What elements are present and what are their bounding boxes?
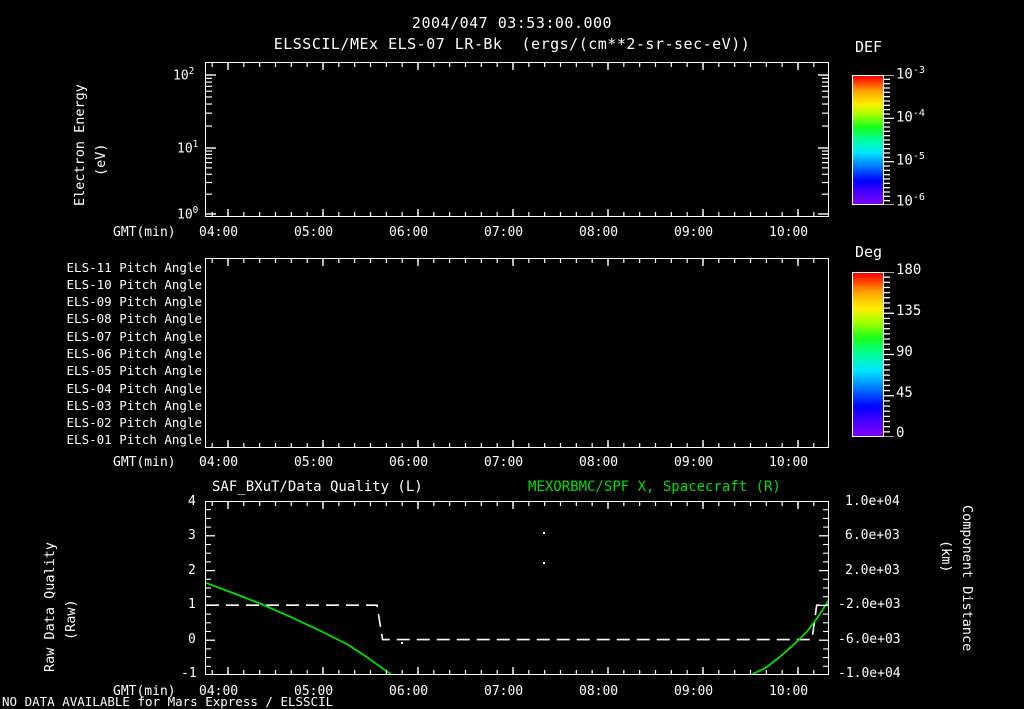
colorbar-deg-tick-0: 0 [896,425,905,441]
colorbar-def-ticks [884,75,894,205]
dq-xaxis-label: GMT(min) [113,684,176,699]
pitch-xtick-0700: 07:00 [484,455,524,470]
pitch-angle-ticks [211,258,815,448]
colorbar-deg-tick-45: 45 [896,385,913,401]
colorbar-def-tick-5: 10-5 [896,151,925,169]
energy-ylabel-line2: (eV) [93,143,109,176]
colorbar-def[interactable] [852,75,884,205]
pitch-xtick-0600: 06:00 [389,455,429,470]
energy-xtick-0900: 09:00 [674,225,714,240]
energy-xtick-1000: 10:00 [769,225,809,240]
pitch-row-label: ELS-08 Pitch Angle [66,311,202,327]
cd-ytick-neg6e3: -6.0e+03 [838,632,901,647]
colorbar-def-tick-4: 10-4 [896,108,925,126]
colorbar-deg-title: Deg [855,243,883,261]
cd-ylabel-line1: Component Distance [959,505,975,652]
pitch-angle-plot-area[interactable] [205,258,829,448]
dq-xtick-0500: 05:00 [294,684,334,699]
pitch-xtick-0900: 09:00 [674,455,714,470]
dq-ytick-3: 3 [188,528,196,543]
energy-xtick-0700: 07:00 [484,225,524,240]
data-quality-plot-area[interactable] [205,501,829,675]
data-quality-traces [206,532,828,674]
pitch-row-label: ELS-04 Pitch Angle [66,380,202,396]
dq-ylabel-line2: (Raw) [63,599,79,640]
energy-ytick-10: 101 [177,139,199,157]
colorbar-deg-tick-135: 135 [896,303,922,319]
energy-ytick-1: 100 [177,205,199,223]
dq-ytick-1: 1 [188,597,196,612]
cd-ytick-6e3: 6.0e+03 [845,528,900,543]
dq-ytick-0: 0 [188,632,196,647]
cd-ytick-1e4: 1.0e+04 [845,494,900,509]
pitch-row-label: ELS-06 Pitch Angle [66,346,202,361]
electron-energy-plot-area[interactable] [205,62,829,217]
pitch-row-label: ELS-02 Pitch Angle [66,415,202,431]
header-subtitle: ELSSCIL/MEx ELS-07 LR-Bk (ergs/(cm**2-sr… [273,35,751,53]
energy-ytick-100: 102 [173,66,195,84]
dq-xtick-0800: 08:00 [579,684,619,699]
dq-xtick-1000: 10:00 [769,684,809,699]
dq-xtick-0400: 04:00 [199,684,239,699]
header-timestamp: 2004/047 03:53:00.000 [411,14,613,32]
energy-xtick-0600: 06:00 [389,225,429,240]
dq-xtick-0900: 09:00 [674,684,714,699]
dq-ytick-4: 4 [188,494,196,509]
colorbar-def-title: DEF [855,38,883,56]
pitch-row-label: ELS-07 Pitch Angle [66,328,202,344]
energy-xaxis-label: GMT(min) [113,225,176,240]
pitch-row-label: ELS-11 Pitch Angle [66,259,202,275]
pitch-xtick-0500: 05:00 [294,455,334,470]
bottom-title-left: SAF_BXuT/Data Quality (L) [212,479,423,495]
pitch-row-label: ELS-10 Pitch Angle [66,276,202,292]
energy-xtick-0500: 05:00 [294,225,334,240]
dq-ytick-2: 2 [188,563,196,578]
pitch-row-label: ELS-09 Pitch Angle [66,294,202,310]
pitch-row-label: ELS-01 Pitch Angle [66,432,202,448]
colorbar-def-gradient [853,76,883,204]
colorbar-deg[interactable] [852,272,884,437]
dq-ylabel-line1: Raw Data Quality [42,541,58,672]
pitch-xtick-0800: 08:00 [579,455,619,470]
pitch-xaxis-label: GMT(min) [113,455,176,470]
colorbar-deg-tick-180: 180 [896,262,922,278]
cd-ytick-2e3: 2.0e+03 [845,563,900,578]
electron-energy-ticks [205,62,829,217]
colorbar-deg-gradient [853,273,883,436]
pitch-row-label: ELS-03 Pitch Angle [66,397,202,413]
energy-ylabel-line1: Electron Energy [72,84,88,206]
data-quality-ticks [205,501,829,675]
colorbar-deg-ticks [884,272,894,437]
status-bar-message: NO DATA AVAILABLE for Mars Express / ELS… [2,694,334,709]
cd-ytick-neg1e4: -1.0e+04 [838,666,901,681]
energy-xtick-0800: 08:00 [579,225,619,240]
pitch-row-label: ELS-05 Pitch Angle [66,363,202,379]
pitch-xtick-0400: 04:00 [199,455,239,470]
cd-ytick-neg2e3: -2.0e+03 [838,597,901,612]
dq-xtick-0600: 06:00 [389,684,429,699]
energy-xtick-0400: 04:00 [199,225,239,240]
dq-xtick-0700: 07:00 [484,684,524,699]
colorbar-def-tick-6: 10-6 [896,192,925,210]
colorbar-def-tick-3: 10-3 [896,65,925,83]
pitch-xtick-1000: 10:00 [769,455,809,470]
cd-ylabel-line2: (km) [938,540,954,573]
bottom-title-right: MEXORBMC/SPF X, Spacecraft (R) [528,479,781,495]
colorbar-deg-tick-90: 90 [896,344,913,360]
dq-ytick-neg1: -1 [181,666,197,681]
